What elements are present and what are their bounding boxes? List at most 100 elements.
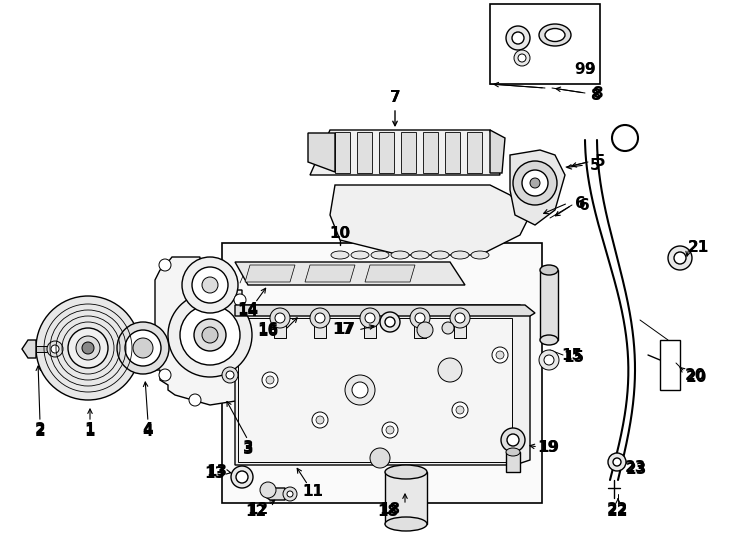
Circle shape <box>283 487 297 501</box>
Circle shape <box>202 277 218 293</box>
Polygon shape <box>308 133 335 172</box>
Circle shape <box>168 293 252 377</box>
Circle shape <box>125 330 161 366</box>
Text: 12: 12 <box>247 503 269 517</box>
Polygon shape <box>365 265 415 282</box>
Circle shape <box>234 294 246 306</box>
Text: 9: 9 <box>575 63 585 78</box>
Circle shape <box>442 322 454 334</box>
Polygon shape <box>335 132 350 173</box>
Polygon shape <box>305 265 355 282</box>
Text: 10: 10 <box>330 226 351 240</box>
Ellipse shape <box>391 251 409 259</box>
Text: 21: 21 <box>687 240 708 255</box>
Circle shape <box>415 313 425 323</box>
Ellipse shape <box>431 251 449 259</box>
Polygon shape <box>401 132 416 173</box>
Ellipse shape <box>540 265 558 275</box>
Circle shape <box>51 345 59 353</box>
Circle shape <box>189 394 201 406</box>
Polygon shape <box>245 265 295 282</box>
Text: 21: 21 <box>687 240 708 255</box>
Circle shape <box>613 458 621 466</box>
Text: 9: 9 <box>585 63 595 78</box>
Circle shape <box>36 296 140 400</box>
Circle shape <box>417 322 433 338</box>
Text: 20: 20 <box>684 368 705 382</box>
Circle shape <box>380 312 400 332</box>
Polygon shape <box>235 305 530 465</box>
Circle shape <box>180 305 240 365</box>
Polygon shape <box>379 132 394 173</box>
Text: 13: 13 <box>205 467 225 482</box>
Circle shape <box>410 308 430 328</box>
Bar <box>506 452 520 472</box>
Bar <box>414 318 426 338</box>
Text: 7: 7 <box>390 90 400 105</box>
Ellipse shape <box>385 517 427 531</box>
Circle shape <box>612 125 638 151</box>
Circle shape <box>608 453 626 471</box>
Circle shape <box>194 319 226 351</box>
Text: 3: 3 <box>243 441 253 456</box>
Text: 3: 3 <box>243 442 253 457</box>
Circle shape <box>262 372 278 388</box>
Circle shape <box>182 257 238 313</box>
Ellipse shape <box>540 335 558 345</box>
Circle shape <box>275 313 285 323</box>
Circle shape <box>287 491 293 497</box>
Text: 8: 8 <box>592 85 603 100</box>
Text: 22: 22 <box>607 503 629 517</box>
Bar <box>364 318 376 338</box>
Circle shape <box>450 308 470 328</box>
Text: 6: 6 <box>575 195 586 211</box>
Circle shape <box>192 267 228 303</box>
Text: 15: 15 <box>564 349 584 364</box>
Ellipse shape <box>351 251 369 259</box>
Circle shape <box>360 308 380 328</box>
Ellipse shape <box>545 29 565 42</box>
Text: 9: 9 <box>585 63 595 78</box>
Circle shape <box>506 26 530 50</box>
Circle shape <box>82 342 94 354</box>
Text: 16: 16 <box>258 325 279 340</box>
Circle shape <box>260 482 276 498</box>
Circle shape <box>539 350 559 370</box>
Circle shape <box>513 161 557 205</box>
Text: 17: 17 <box>335 322 355 338</box>
Circle shape <box>316 416 324 424</box>
Bar <box>314 318 326 338</box>
Text: 14: 14 <box>237 305 258 320</box>
Bar <box>274 318 286 338</box>
Bar <box>490 4 600 84</box>
Ellipse shape <box>411 251 429 259</box>
Circle shape <box>345 375 375 405</box>
Text: 12: 12 <box>245 504 266 519</box>
Polygon shape <box>238 318 512 462</box>
Circle shape <box>492 347 508 363</box>
Text: 13: 13 <box>206 464 228 480</box>
Text: 7: 7 <box>390 90 400 105</box>
Text: 2: 2 <box>34 422 46 437</box>
Circle shape <box>530 178 540 188</box>
Text: 23: 23 <box>625 461 646 476</box>
Circle shape <box>76 336 100 360</box>
Circle shape <box>117 322 169 374</box>
Polygon shape <box>423 132 438 173</box>
Text: 19: 19 <box>539 441 559 456</box>
Polygon shape <box>510 150 565 225</box>
Polygon shape <box>445 132 460 173</box>
Circle shape <box>226 371 234 379</box>
Circle shape <box>496 351 504 359</box>
Text: 11: 11 <box>302 484 324 500</box>
Circle shape <box>456 406 464 414</box>
Polygon shape <box>235 305 535 316</box>
Circle shape <box>222 367 238 383</box>
Text: 5: 5 <box>595 154 606 170</box>
Polygon shape <box>310 130 500 175</box>
Circle shape <box>370 448 390 468</box>
Ellipse shape <box>385 465 427 479</box>
Polygon shape <box>357 132 372 173</box>
Text: 4: 4 <box>142 424 153 440</box>
Polygon shape <box>235 262 465 285</box>
